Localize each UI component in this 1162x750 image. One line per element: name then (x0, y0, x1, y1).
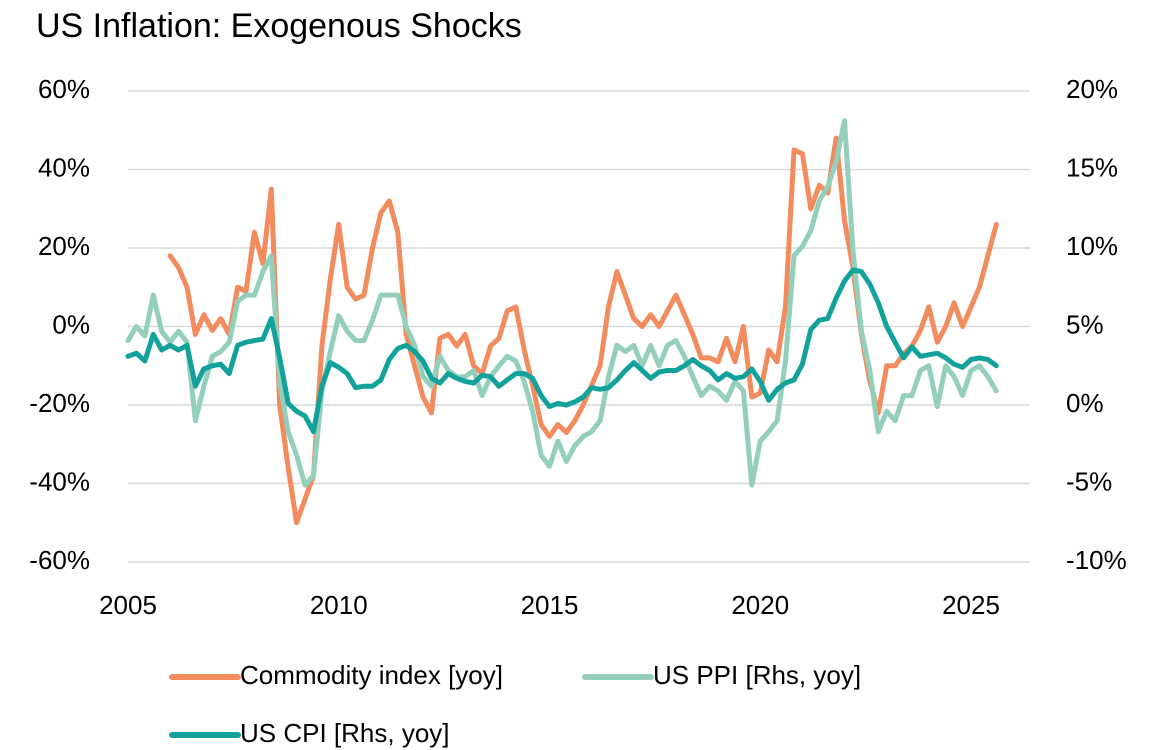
series-line (125, 267, 999, 435)
x-tick-label: 2005 (99, 590, 157, 620)
x-tick-label: 2015 (521, 590, 579, 620)
legend-label: US PPI [Rhs, yoy] (653, 660, 861, 690)
y-tick-label: 40% (38, 152, 90, 182)
x-tick-label: 2010 (310, 590, 368, 620)
chart-title: US Inflation: Exogenous Shocks (36, 7, 522, 45)
y-tick-label: 20% (38, 231, 90, 261)
y2-tick-label: -10% (1066, 545, 1127, 575)
y-tick-label: -20% (29, 388, 90, 418)
x-tick-label: 2020 (731, 590, 789, 620)
y-tick-label: -40% (29, 466, 90, 496)
y-tick-label: -60% (29, 545, 90, 575)
y-tick-label: 0% (52, 309, 90, 339)
y2-tick-label: -5% (1066, 466, 1112, 496)
legend-label: US CPI [Rhs, yoy] (240, 718, 450, 748)
y-tick-label: 60% (38, 74, 90, 104)
legend-label: Commodity index [yoy] (240, 660, 503, 690)
y2-tick-label: 10% (1066, 231, 1118, 261)
x-tick-label: 2025 (942, 590, 1000, 620)
y2-tick-label: 15% (1066, 152, 1118, 182)
y2-tick-label: 20% (1066, 74, 1118, 104)
series-line (125, 118, 999, 488)
y2-tick-label: 5% (1066, 309, 1104, 339)
series-line (167, 135, 999, 526)
y2-tick-label: 0% (1066, 388, 1104, 418)
